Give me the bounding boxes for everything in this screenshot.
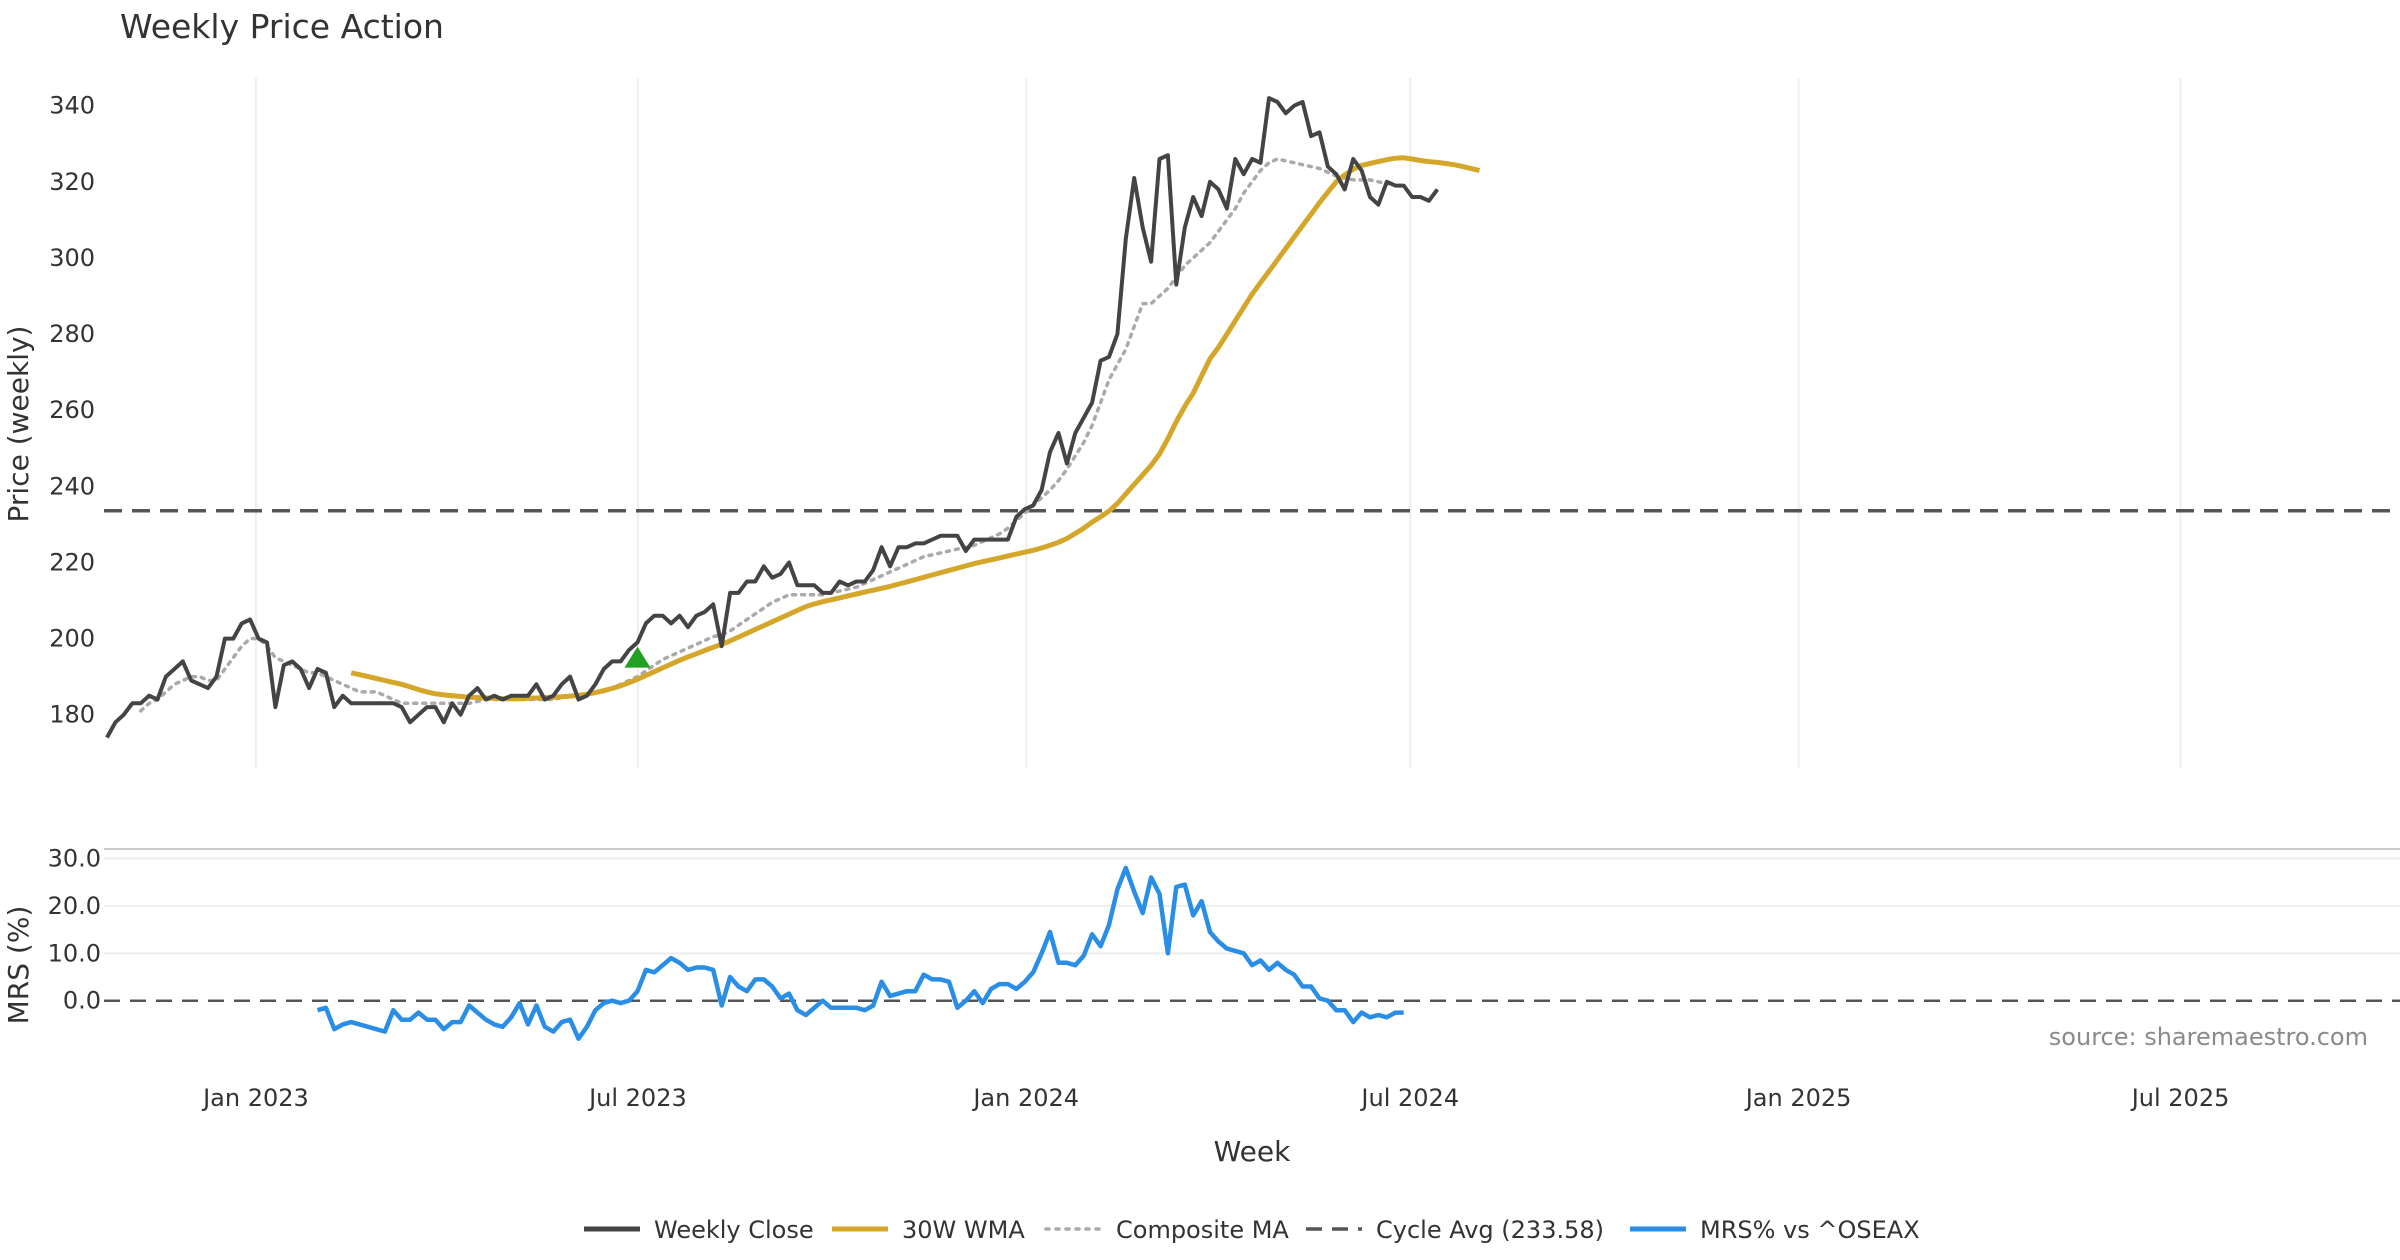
legend-label: Weekly Close: [654, 1216, 814, 1244]
mrs-y-tick-label: 30.0: [48, 844, 101, 872]
source-note: source: sharemaestro.com: [2049, 1023, 2368, 1051]
legend-label: Cycle Avg (233.58): [1376, 1216, 1604, 1244]
price-panel: 180 200 220 240 260 280 300 320 340 Price (weekl…: [2, 78, 2400, 768]
mrs-y-axis-label: MRS (%): [2, 906, 35, 1025]
x-axis-ticks: Jan 2023 Jul 2023 Jan 2024 Jul 2024 Jan 2025…: [201, 1084, 2229, 1112]
price-y-tick-label: 200: [49, 625, 95, 653]
legend-label: 30W WMA: [902, 1216, 1025, 1244]
x-tick-label: Jan 2023: [201, 1084, 309, 1112]
price-y-axis-label: Price (weekly): [2, 326, 35, 523]
price-y-tick-label: 320: [49, 168, 95, 196]
weekly-close-line: [105, 96, 1440, 739]
price-y-tick-label: 240: [49, 472, 95, 500]
mrs-y-tick-label: 20.0: [48, 892, 101, 920]
x-tick-label: Jul 2024: [1359, 1084, 1459, 1112]
x-tick-label: Jul 2025: [2130, 1084, 2230, 1112]
mrs-panel: 0.0 10.0 20.0 30.0 MRS (%): [2, 844, 2400, 1041]
legend-label: Composite MA: [1116, 1216, 1289, 1244]
price-grid: [254, 78, 2182, 768]
legend: Weekly Close 30W WMA Composite MA Cycle Avg…: [584, 1216, 1920, 1244]
price-y-tick-label: 340: [49, 92, 95, 120]
chart-title: Weekly Price Action: [120, 7, 444, 46]
price-y-ticks: 180 200 220 240 260 280 300 320 340: [49, 92, 95, 729]
price-y-tick-label: 300: [49, 244, 95, 272]
mrs-y-tick-label: 10.0: [48, 939, 101, 967]
mrs-line: [316, 865, 1404, 1041]
price-y-tick-label: 220: [49, 548, 95, 576]
price-y-tick-label: 180: [49, 701, 95, 729]
x-tick-label: Jan 2025: [1744, 1084, 1852, 1112]
x-tick-label: Jul 2023: [587, 1084, 687, 1112]
x-tick-label: Jan 2024: [971, 1084, 1079, 1112]
wma30-line: [350, 155, 1481, 702]
composite-ma-line: [138, 157, 1398, 713]
price-y-tick-label: 280: [49, 320, 95, 348]
mrs-y-tick-label: 0.0: [63, 987, 101, 1015]
price-y-tick-label: 260: [49, 396, 95, 424]
x-axis-label: Week: [1214, 1135, 1291, 1168]
legend-label: MRS% vs ^OSEAX: [1700, 1216, 1920, 1244]
mrs-y-ticks: 0.0 10.0 20.0 30.0: [48, 844, 101, 1014]
buy-signal-triangle: [624, 646, 651, 668]
mrs-grid: [104, 857, 2400, 955]
